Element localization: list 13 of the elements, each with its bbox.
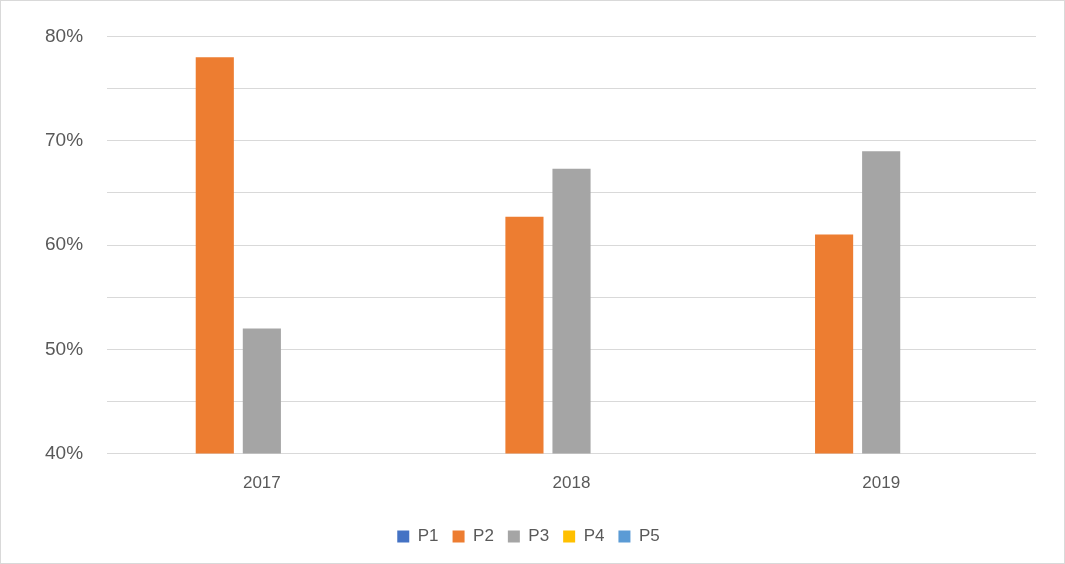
legend-label: P1: [417, 526, 439, 546]
y-tick-label: 70%: [45, 128, 84, 150]
legend-label: P3: [528, 526, 550, 546]
legend-label: P2: [473, 526, 494, 546]
x-tick-label: 2018: [552, 473, 591, 493]
y-tick-label: 80%: [45, 24, 84, 46]
x-tick-label: 2019: [862, 473, 901, 493]
x-tick-label: 2017: [242, 473, 281, 493]
y-tick-label: 50%: [45, 337, 84, 359]
y-tick-label: 40%: [45, 441, 84, 463]
y-tick-label: 60%: [45, 233, 84, 255]
legend-label: P4: [583, 526, 605, 546]
legend-label: P5: [638, 526, 660, 546]
